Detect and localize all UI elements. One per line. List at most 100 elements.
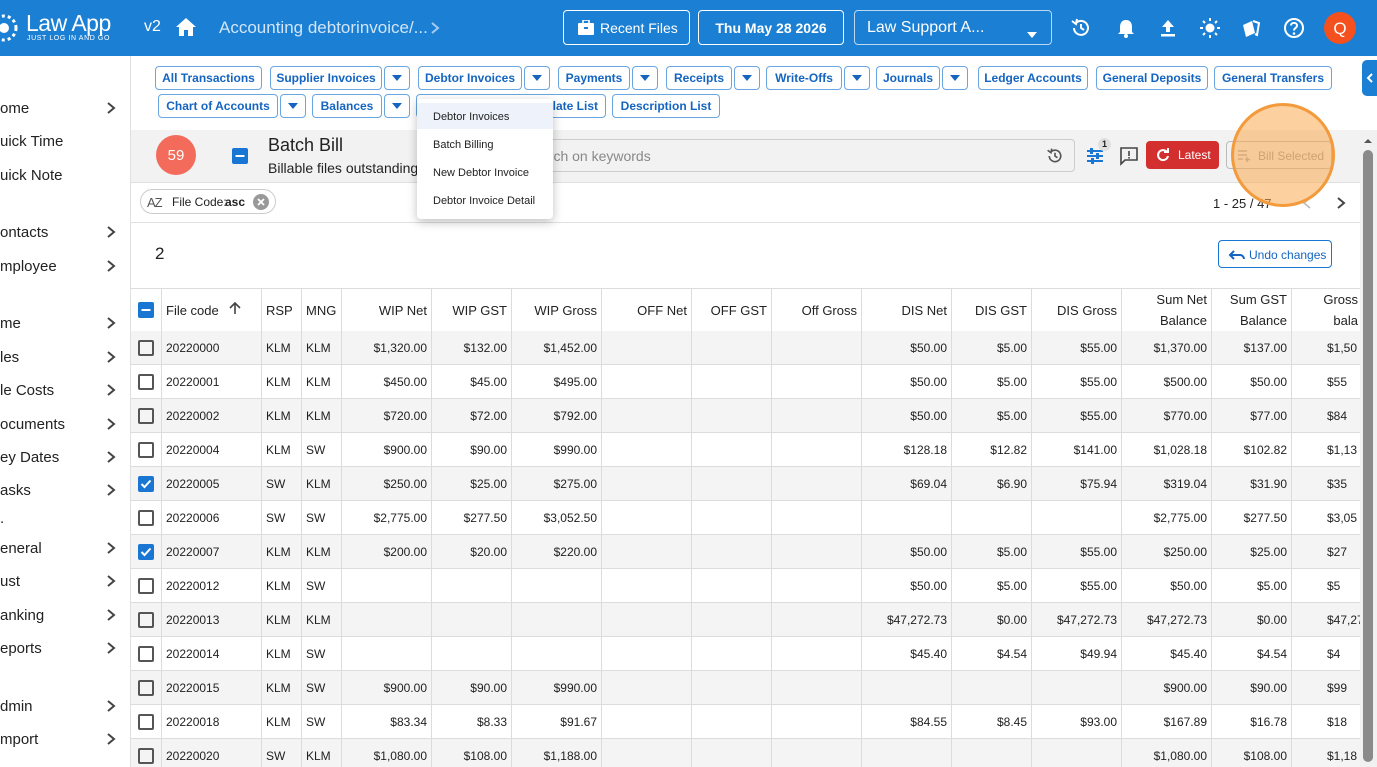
search-history[interactable] [1046, 147, 1064, 170]
table-row[interactable]: 20220000 KLM KLM $1,320.00 $132.00 $1,452.00 $… [131, 331, 1360, 365]
row-checkbox-icon[interactable] [138, 476, 154, 492]
nav-item[interactable]: eneral [0, 536, 130, 560]
row-checkbox[interactable] [138, 612, 154, 628]
tab-dropdown[interactable] [384, 94, 410, 118]
table-row[interactable]: 20220014 KLM SW $45.40 $4.54 $49.94 $45.40 $4.5… [131, 637, 1360, 671]
column-header[interactable]: WIP Gross [512, 289, 602, 332]
tab-dropdown[interactable] [524, 66, 550, 90]
nav-item[interactable]: le Costs [0, 378, 130, 402]
column-header[interactable]: OFF Net [602, 289, 692, 332]
tab-dropdown-icon[interactable] [288, 103, 298, 109]
row-checkbox[interactable] [138, 408, 154, 424]
row-checkbox[interactable] [138, 374, 154, 390]
page-next-icon[interactable] [1336, 196, 1346, 210]
table-row[interactable]: 20220018 KLM SW $83.34 $8.33 $91.67 $84.55 $8.4… [131, 705, 1360, 739]
theme-button-icon[interactable] [1199, 17, 1221, 39]
column-header[interactable]: Off Gross [772, 289, 862, 332]
column-header[interactable]: DIS Gross [1032, 289, 1122, 332]
tab-dropdown[interactable] [942, 66, 968, 90]
theme-button[interactable] [1199, 17, 1221, 39]
nav-item[interactable]: eports [0, 636, 130, 660]
tab-button[interactable]: Debtor Invoices [418, 66, 522, 90]
row-checkbox[interactable] [138, 748, 154, 764]
tab-button[interactable]: All Transactions [155, 66, 262, 90]
row-checkbox[interactable] [138, 442, 154, 458]
row-checkbox[interactable] [138, 340, 154, 356]
scrollbar-thumb[interactable] [1363, 150, 1373, 762]
nav-item[interactable]: ust [0, 569, 130, 593]
tab-dropdown-icon[interactable] [532, 75, 542, 81]
row-checkbox[interactable] [138, 680, 154, 696]
history-button-icon[interactable] [1070, 17, 1092, 39]
row-checkbox[interactable] [138, 578, 154, 594]
help-button-icon[interactable] [1283, 17, 1305, 39]
tab-button[interactable]: General Transfers [1214, 66, 1332, 90]
nav-item[interactable]: dmin [0, 694, 130, 718]
tab-button[interactable]: Description List [612, 94, 720, 118]
tab-button[interactable]: Journals [876, 66, 940, 90]
select-all-panel[interactable] [232, 148, 248, 164]
column-header[interactable]: RSP [262, 289, 302, 332]
row-checkbox[interactable] [138, 476, 154, 492]
filter-button[interactable] [1085, 146, 1105, 166]
tab-dropdown[interactable] [734, 66, 760, 90]
date-button[interactable]: Thu May 28 2026 [698, 10, 844, 45]
upload-button-icon[interactable] [1157, 17, 1179, 39]
tab-button[interactable]: Balances [312, 94, 382, 118]
latest-button[interactable]: Latest [1146, 141, 1219, 169]
tab-dropdown[interactable] [384, 66, 410, 90]
tab-dropdown-icon[interactable] [742, 75, 752, 81]
tab-button[interactable]: Supplier Invoices [270, 66, 382, 90]
nav-item[interactable]: ocuments [0, 412, 130, 436]
nav-item[interactable]: mployee [0, 254, 130, 278]
tab-button[interactable]: Chart of Accounts [158, 94, 278, 118]
scroll-up[interactable] [1363, 133, 1373, 151]
column-header[interactable]: WIP GST [432, 289, 512, 332]
history-button[interactable] [1070, 17, 1092, 39]
select-all-rows[interactable] [138, 302, 154, 318]
table-row[interactable]: 20220001 KLM KLM $450.00 $45.00 $495.00 $50.00… [131, 365, 1360, 399]
feature-button[interactable] [1240, 17, 1262, 39]
select-all-rows-icon[interactable] [138, 302, 154, 318]
nav-item[interactable]: ey Dates [0, 445, 130, 469]
select-all-panel-icon[interactable] [232, 148, 248, 164]
search-box[interactable]: arch on keywords [480, 139, 1075, 172]
row-checkbox[interactable] [138, 714, 154, 730]
nav-item[interactable]: . [0, 506, 130, 530]
tab-dropdown-icon[interactable] [392, 103, 402, 109]
column-header[interactable]: WIP Net [342, 289, 432, 332]
tab-button[interactable]: Payments [558, 66, 630, 90]
column-header[interactable]: DIS Net [862, 289, 952, 332]
upload-button[interactable] [1157, 17, 1179, 39]
tab-dropdown-icon[interactable] [852, 75, 862, 81]
comment-button[interactable] [1119, 146, 1139, 166]
tab-dropdown-icon[interactable] [950, 75, 960, 81]
tab-button[interactable]: Receipts [666, 66, 732, 90]
table-row[interactable]: 20220007 KLM KLM $200.00 $20.00 $220.00 $50.00… [131, 535, 1360, 569]
column-header[interactable]: DIS GST [952, 289, 1032, 332]
nav-item[interactable]: anking [0, 603, 130, 627]
row-checkbox[interactable] [138, 510, 154, 526]
row-checkbox-icon[interactable] [138, 544, 154, 560]
nav-item[interactable]: uick Note [0, 163, 130, 187]
row-checkbox[interactable] [138, 544, 154, 560]
table-row[interactable]: 20220012 KLM SW $50.00 $5.00 $55.00 $50.00 $5.0… [131, 569, 1360, 603]
side-tab-icon[interactable] [1362, 60, 1377, 96]
help-button[interactable] [1283, 17, 1305, 39]
avatar[interactable]: Q [1324, 12, 1356, 44]
tab-dropdown-icon[interactable] [392, 75, 402, 81]
comment-button-icon[interactable] [1119, 146, 1139, 166]
recent-files-button[interactable]: Recent Files [563, 10, 690, 45]
column-header[interactable]: Gross bala [1292, 289, 1360, 332]
tab-button[interactable]: Ledger Accounts [978, 66, 1088, 90]
sort-chip[interactable]: AZ File Code: asc [140, 189, 276, 214]
sort-chip-remove-icon[interactable] [252, 193, 270, 211]
tab-dropdown[interactable] [844, 66, 870, 90]
notifications-button[interactable] [1115, 17, 1137, 39]
column-header[interactable]: MNG [302, 289, 342, 332]
column-header[interactable]: File code [162, 289, 262, 332]
table-row[interactable]: 20220013 KLM KLM $47,272.73 $0.00 $47,272.73 $… [131, 603, 1360, 637]
notifications-button-icon[interactable] [1115, 17, 1137, 39]
nav-item[interactable]: asks [0, 478, 130, 502]
table-row[interactable]: 20220006 SW SW $2,775.00 $277.50 $3,052.50 $2,… [131, 501, 1360, 535]
